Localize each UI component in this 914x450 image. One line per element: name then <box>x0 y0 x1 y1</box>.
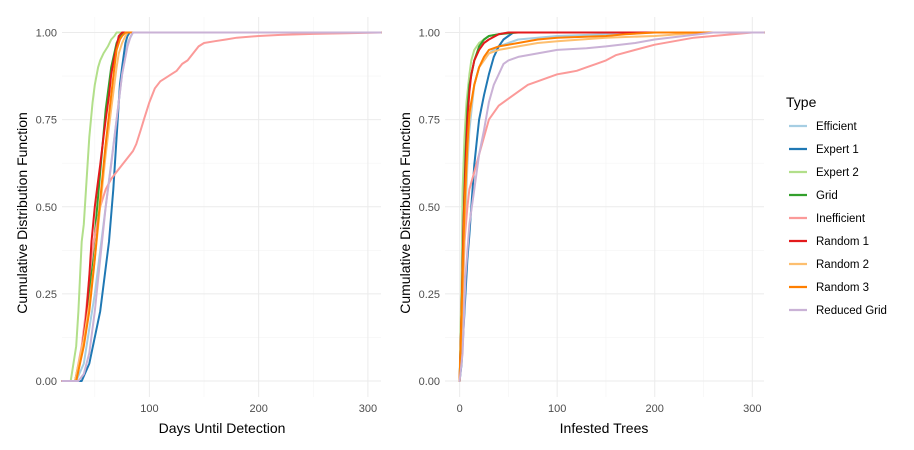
x-tick-label: 300 <box>743 403 761 415</box>
legend-label-expert-2: Expert 2 <box>816 167 859 179</box>
panel-days-until-detection: 0.00 0.25 0.50 0.75 1.00 100 200 300 Days Until … <box>14 17 382 436</box>
legend-label-inefficient: Inefficient <box>816 213 866 225</box>
series-line-inefficient <box>458 31 765 382</box>
y-tick-label: 0.25 <box>419 289 440 301</box>
x-tick-label: 200 <box>646 403 664 415</box>
y-axis-title: Cumulative Distribution Function <box>397 112 413 314</box>
series-line-reduced-grid <box>61 31 382 382</box>
y-tick-label: 1.00 <box>36 28 57 40</box>
series-line-expert-1 <box>61 31 382 382</box>
legend-label-grid: Grid <box>816 190 838 202</box>
y-tick-label: 1.00 <box>419 28 440 40</box>
y-tick-label: 0.00 <box>36 376 57 388</box>
x-tick-label: 100 <box>140 403 158 415</box>
y-tick-label: 0.25 <box>36 289 57 301</box>
y-tick-label: 0.00 <box>419 376 440 388</box>
y-axis-title: Cumulative Distribution Function <box>14 112 30 314</box>
x-axis-title: Days Until Detection <box>159 420 286 436</box>
x-tick-label: 200 <box>249 403 267 415</box>
x-tick-label: 100 <box>548 403 566 415</box>
series-line-random-3 <box>61 31 382 382</box>
y-tick-label: 0.50 <box>419 202 440 214</box>
series-line-expert-2 <box>61 31 382 382</box>
series-line-random-2 <box>61 31 382 382</box>
x-axis-title: Infested Trees <box>560 420 649 436</box>
x-tick-label: 300 <box>359 403 377 415</box>
series-line-reduced-grid <box>458 31 765 382</box>
legend-label-random-1: Random 1 <box>816 236 869 248</box>
legend-label-efficient: Efficient <box>816 121 858 133</box>
y-tick-label: 0.50 <box>36 202 57 214</box>
legend-title: Type <box>786 94 817 110</box>
legend-label-random-3: Random 3 <box>816 282 869 294</box>
x-tick-label: 0 <box>457 403 463 415</box>
legend: Type Efficient Expert 1 Expert 2 Grid Ineffi… <box>786 94 887 317</box>
panel-infested-trees: 0.00 0.25 0.50 0.75 1.00 0 100 200 300 Infested T… <box>397 17 765 436</box>
series-line-random-3 <box>458 31 765 382</box>
legend-label-expert-1: Expert 1 <box>816 144 859 156</box>
legend-label-random-2: Random 2 <box>816 259 869 271</box>
legend-label-reduced-grid: Reduced Grid <box>816 305 887 317</box>
y-tick-label: 0.75 <box>36 115 57 127</box>
y-tick-label: 0.75 <box>419 115 440 127</box>
legend-items: Efficient Expert 1 Expert 2 Grid Inefficient… <box>789 121 887 317</box>
